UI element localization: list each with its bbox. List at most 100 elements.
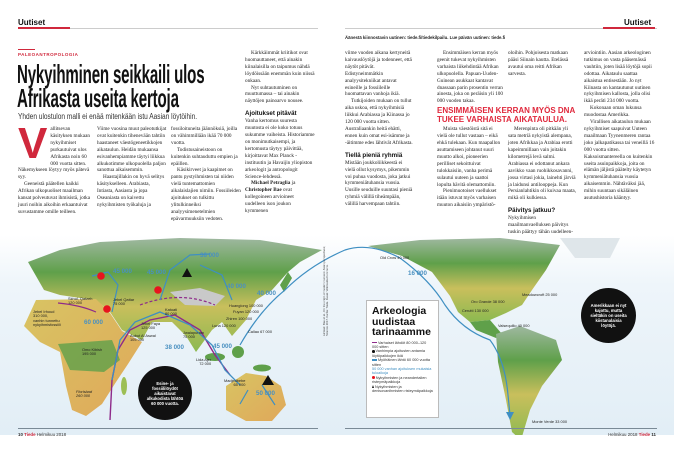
text: ovat kollegoineen arvioineet uudelleen i… — [245, 187, 294, 215]
paragraph: Michael Petraglia ja Christopher Bae ova… — [245, 180, 315, 215]
paragraph: Pienimuotoiset vaellukset itään istuvat … — [437, 188, 497, 209]
section-label-right: Uutiset — [624, 18, 652, 27]
legend-text: 50 000 vanhan ajoituksen mukaisia tuloai… — [372, 366, 432, 376]
footer-left: 10 Tiede Helmikuu 2018 — [18, 432, 66, 437]
site-label: Monte Verde 33 000 — [532, 419, 568, 424]
site-label: Luna 120 000 — [212, 323, 236, 328]
page-title-line1: Nykyihminen seikkaili ulos — [17, 59, 205, 89]
route-date-label: 38 000 — [165, 344, 184, 351]
paragraph: Käsikirveet ja kaapimet on pantu pystyih… — [171, 167, 241, 222]
legend-text: Nykyihmisten ja denisovanihmisten ristey… — [372, 384, 433, 393]
denisovan-mixing-triangle — [182, 268, 192, 277]
page-number: 11 — [651, 432, 656, 437]
migration-map — [0, 235, 674, 435]
header-rule-right — [345, 28, 657, 29]
site-label: Madjedbebe 65 000 — [224, 378, 246, 388]
legend-item-denisovan: Nykyihmisten ja denisovanihmisten ristey… — [372, 385, 433, 394]
legend-item-dates: 50 000 vanhan ajoituksen mukaisia tuloai… — [372, 367, 433, 376]
magazine-name: Tiede — [24, 432, 36, 437]
issue: Helmikuu 2018 — [36, 432, 67, 437]
paragraph: Vanha kertomus suuresta muutosta ei ole … — [245, 118, 315, 180]
paragraph: Nyt suhtautuminen on muuttumassa – tai a… — [245, 84, 304, 105]
site-label: Valsequillo 40 000 — [498, 323, 530, 328]
paragraph: Muista väestöistä sitä ei vielä ole tull… — [437, 126, 501, 188]
route-date-label: 40 000 — [257, 290, 276, 297]
column-6: Ensimmäisen kerran myös geenit tukevat n… — [437, 50, 504, 209]
paragraph: Viime vuosina muut paleotutkijat ovat ku… — [97, 126, 167, 174]
route-date-label: 45 000 — [147, 269, 166, 276]
site-label: Zhiren 100 000 — [226, 316, 253, 321]
site-label: Jebel Qattar 75 000 — [113, 297, 135, 307]
kicker: PALEOANTROPOLOGIA — [18, 52, 79, 57]
paragraph: oloihin. Pohjoisesta matkaan pääsi Siina… — [508, 50, 569, 77]
route-date-label: 45 000 — [113, 268, 132, 275]
page-number: 10 — [18, 432, 23, 437]
map-legend: Arkeologia uudistaa tarinaamme Varhaiset… — [366, 300, 439, 418]
info-circle-right: Amerikkaan ei nyt kajottu, mutta sieltäk… — [581, 288, 636, 343]
south-america — [496, 326, 562, 435]
early-route-levant — [57, 302, 97, 313]
legend-item-site: Vanhimpia ajoitusten antamia löytöpaikko… — [372, 349, 433, 358]
paragraph: viime vuoden aikana kertyneitä kaivauslö… — [345, 50, 412, 98]
route-date-label: 45 000 — [213, 343, 232, 350]
author-name: Christopher Bae — [245, 187, 282, 194]
route-date-label: 50 000 — [256, 390, 275, 397]
australia-routes — [239, 384, 276, 406]
section-underline-left — [18, 27, 70, 29]
text: ja — [290, 180, 296, 187]
header-rule-left — [18, 28, 318, 29]
header-note: Äänestä kiinnostavin uutinen: tiede.fi/t… — [345, 35, 506, 40]
late-route-asia-north — [159, 253, 211, 301]
paragraph: allitsevan käsityksen mukaan nykyihmiset… — [18, 126, 90, 181]
site-label: Florisbad 260 000 — [76, 389, 93, 399]
arrowhead — [506, 412, 514, 420]
column-3: fossiloituneita jäännöksiä, joilla on vä… — [171, 126, 241, 223]
kicker-rule — [18, 49, 35, 50]
subheading: Ajoitukset pitävät — [245, 110, 297, 118]
central-america — [470, 320, 502, 338]
route-date-label: 60 000 — [84, 319, 103, 326]
route-date-label: 16 000 — [408, 270, 427, 277]
site-label: Old Crow 40 000 — [380, 255, 410, 260]
greenland — [560, 238, 620, 258]
paragraph: Todistusaineistoon on kuitenkin suhtaudu… — [171, 146, 238, 167]
site-label: Oro Grande 38 000 — [471, 299, 505, 304]
neanderthal-mixing-dot — [154, 286, 162, 294]
late-route-china — [199, 264, 233, 301]
paragraph: Geeneistä päätellen kaikki Afrikan ulkop… — [18, 181, 91, 215]
black-triangle-icon — [372, 385, 374, 389]
site-label: Callao 67 000 — [248, 329, 273, 334]
north-america — [368, 238, 560, 322]
paragraph: fossiloituneita jäännöksiä, joilla on vä… — [171, 126, 238, 146]
column-4: Kärkkäimmät kriitikot ovat huomauttaneet… — [245, 50, 315, 215]
drop-cap: V — [18, 119, 48, 168]
site-label: Cerutti 130 000 — [462, 308, 489, 313]
paragraph: Haastajillakin on hyvä selitys käsitykse… — [97, 174, 165, 208]
purple-line-icon — [372, 341, 377, 344]
paragraph: Mistään joukkoliikkeestä ei vielä ollut … — [345, 159, 413, 208]
subheading: Tiellä pieniä ryhmiä — [345, 151, 403, 159]
legend-item-neanderthal: Nykyihmisten ja neandertalien risteymäpa… — [372, 376, 433, 385]
author-name: Michael Petraglia — [251, 180, 291, 187]
legend-text: Vanhimpia ajoitusten antamia löytöpaikko… — [372, 349, 426, 358]
pull-quote: ENSIMMÄISEN KERRAN MYÖS DNA TUKEE VARHAI… — [437, 106, 575, 124]
paragraph: Ensimmäisen kerran myös geenit tukevat n… — [437, 50, 503, 105]
column-1: V allitsevan käsityksen mukaan nykyihmis… — [18, 119, 92, 216]
section-underline-right — [603, 27, 655, 29]
site-label: Jebel Faya 125 000 — [141, 321, 161, 331]
new-guinea — [253, 364, 271, 372]
footer-rule-right — [345, 428, 657, 429]
subheading: Päivitys jatkuu? — [508, 207, 556, 215]
issue: Helmikuu 2018 — [608, 432, 638, 437]
site-label: Lida Ajer 72 000 — [196, 357, 212, 367]
paragraph: Virallisen aikataulun mukaan nykyihmiset… — [584, 119, 655, 202]
info-circle-left: Esine- ja fossiililöydöt aikaistavat alk… — [138, 366, 192, 420]
paragraph: Tutkijoiden mukaan on tullut aika uskoa,… — [345, 98, 413, 146]
section-label-left: Uutiset — [18, 18, 46, 27]
legend-title: Arkeologia uudistaa tarinaamme — [372, 305, 431, 338]
footer-right: Helmikuu 2018 Tiede 11 — [608, 432, 656, 437]
central-africa — [58, 340, 120, 372]
madagascar — [121, 377, 127, 395]
pacific-route — [239, 246, 511, 416]
red-dot-icon — [372, 376, 375, 380]
